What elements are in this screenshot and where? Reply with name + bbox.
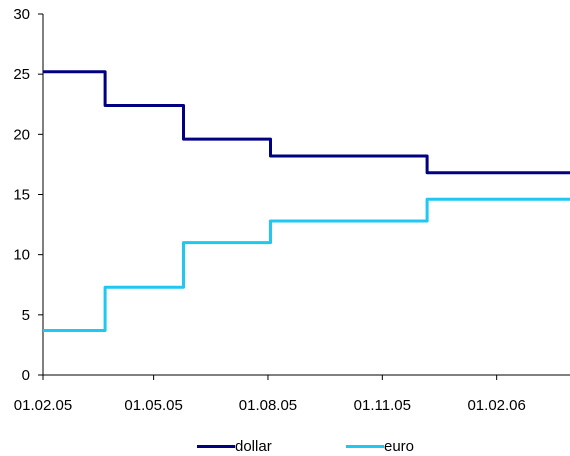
x-tick-label: 01.02.05 xyxy=(14,397,72,414)
y-tick-label: 10 xyxy=(13,247,30,264)
x-tick-label: 01.08.05 xyxy=(239,397,297,414)
y-tick-label: 20 xyxy=(13,126,30,143)
series-line-dollar xyxy=(43,70,570,175)
legend: dollar euro xyxy=(0,436,570,456)
legend-swatch-dollar xyxy=(197,444,235,448)
y-tick-label: 0 xyxy=(22,367,30,384)
axes: 0 5 10 15 20 25 30 01.02.05 01.05.05 01.08.05 01.1… xyxy=(13,6,570,414)
legend-swatch-euro xyxy=(346,444,384,448)
x-tick-label: 01.05.05 xyxy=(124,397,182,414)
legend-label-dollar: dollar xyxy=(235,437,272,455)
y-tick-label: 15 xyxy=(13,187,30,204)
legend-label-euro: euro xyxy=(384,437,415,455)
y-tick-label: 5 xyxy=(22,307,30,324)
legend-item-euro: euro xyxy=(346,436,414,456)
y-tick-label: 30 xyxy=(13,6,30,23)
y-tick-label: 25 xyxy=(13,66,30,83)
x-tick-label: 01.11.05 xyxy=(354,397,411,414)
series-layer xyxy=(43,70,570,332)
x-tick-label: 01.02.06 xyxy=(467,397,525,414)
legend-item-dollar: dollar xyxy=(197,436,272,456)
series-line-euro xyxy=(43,197,570,332)
